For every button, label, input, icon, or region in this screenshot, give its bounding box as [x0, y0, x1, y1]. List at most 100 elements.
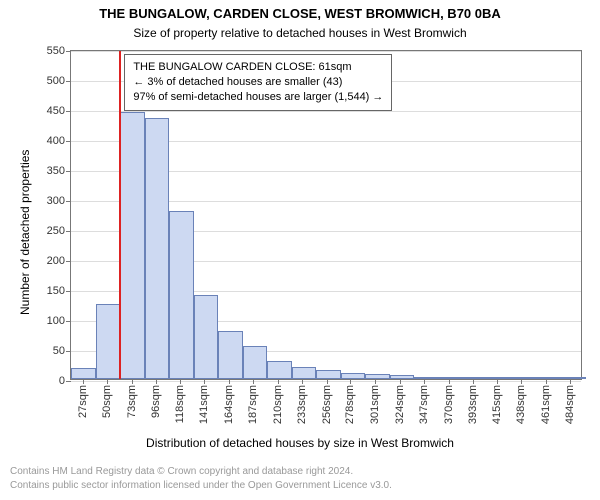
histogram-bar — [96, 304, 121, 379]
ytick-mark — [66, 141, 71, 142]
xtick-label: 27sqm — [77, 385, 89, 418]
xtick-mark — [497, 379, 498, 384]
y-axis-label: Number of detached properties — [18, 150, 32, 315]
xtick-label: 256sqm — [321, 385, 333, 424]
histogram-bar — [120, 112, 145, 379]
histogram-bar — [562, 377, 587, 379]
xtick-label: 324sqm — [394, 385, 406, 424]
ytick-mark — [66, 231, 71, 232]
marker-line — [119, 51, 121, 379]
ytick-mark — [66, 201, 71, 202]
gridline — [71, 381, 581, 382]
annotation-line: THE BUNGALOW CARDEN CLOSE: 61sqm — [133, 60, 383, 75]
histogram-bar — [292, 367, 317, 379]
chart-container: { "chart": { "type": "histogram", "title… — [0, 0, 600, 500]
histogram-bar — [537, 377, 562, 379]
plot-area: 05010015020025030035040045050055027sqm50… — [70, 50, 582, 380]
histogram-bar — [71, 368, 96, 379]
ytick-label: 0 — [59, 375, 65, 387]
xtick-mark — [83, 379, 84, 384]
histogram-bar — [169, 211, 194, 379]
histogram-bar — [439, 377, 464, 379]
histogram-bar — [218, 331, 243, 379]
xtick-mark — [546, 379, 547, 384]
xtick-mark — [204, 379, 205, 384]
ytick-mark — [66, 291, 71, 292]
annotation-line: ← 3% of detached houses are smaller (43) — [133, 75, 383, 90]
xtick-mark — [156, 379, 157, 384]
gridline — [71, 51, 581, 52]
xtick-mark — [132, 379, 133, 384]
xtick-label: 347sqm — [418, 385, 430, 424]
xtick-label: 141sqm — [198, 385, 210, 424]
ytick-mark — [66, 51, 71, 52]
xtick-label: 278sqm — [344, 385, 356, 424]
xtick-mark — [473, 379, 474, 384]
histogram-bar — [390, 375, 415, 379]
ytick-label: 100 — [47, 315, 65, 327]
xtick-label: 118sqm — [174, 385, 186, 423]
ytick-mark — [66, 111, 71, 112]
histogram-bar — [267, 361, 292, 379]
histogram-bar — [513, 377, 538, 379]
xtick-mark — [107, 379, 108, 384]
ytick-label: 500 — [47, 75, 65, 87]
xtick-mark — [350, 379, 351, 384]
ytick-mark — [66, 381, 71, 382]
xtick-label: 461sqm — [540, 385, 552, 424]
ytick-mark — [66, 321, 71, 322]
ytick-label: 50 — [53, 345, 65, 357]
annotation-box: THE BUNGALOW CARDEN CLOSE: 61sqm← 3% of … — [124, 54, 392, 111]
xtick-label: 187sqm — [247, 385, 259, 424]
xtick-mark — [400, 379, 401, 384]
xtick-label: 50sqm — [101, 385, 113, 418]
histogram-bar — [365, 374, 390, 379]
xtick-mark — [229, 379, 230, 384]
histogram-bar — [414, 377, 439, 379]
ytick-mark — [66, 171, 71, 172]
histogram-bar — [243, 346, 268, 379]
histogram-bar — [316, 370, 341, 379]
xtick-label: 370sqm — [443, 385, 455, 424]
annotation-line: 97% of semi-detached houses are larger (… — [133, 90, 383, 105]
ytick-label: 550 — [47, 45, 65, 57]
xtick-label: 415sqm — [491, 385, 503, 424]
chart-title: THE BUNGALOW, CARDEN CLOSE, WEST BROMWIC… — [0, 6, 600, 21]
xtick-mark — [302, 379, 303, 384]
xtick-label: 210sqm — [272, 385, 284, 424]
xtick-label: 393sqm — [467, 385, 479, 424]
xtick-label: 73sqm — [126, 385, 138, 418]
xtick-label: 301sqm — [369, 385, 381, 424]
xtick-label: 164sqm — [223, 385, 235, 424]
x-axis-label: Distribution of detached houses by size … — [0, 436, 600, 450]
ytick-label: 300 — [47, 195, 65, 207]
xtick-mark — [375, 379, 376, 384]
ytick-label: 250 — [47, 225, 65, 237]
xtick-mark — [570, 379, 571, 384]
histogram-bar — [145, 118, 170, 379]
xtick-label: 484sqm — [564, 385, 576, 424]
ytick-label: 200 — [47, 255, 65, 267]
ytick-label: 150 — [47, 285, 65, 297]
footer-line-2: Contains public sector information licen… — [10, 480, 392, 491]
ytick-label: 350 — [47, 165, 65, 177]
gridline — [71, 111, 581, 112]
xtick-mark — [327, 379, 328, 384]
xtick-mark — [449, 379, 450, 384]
histogram-bar — [488, 377, 513, 379]
xtick-mark — [253, 379, 254, 384]
ytick-label: 400 — [47, 135, 65, 147]
xtick-mark — [521, 379, 522, 384]
ytick-label: 450 — [47, 105, 65, 117]
ytick-mark — [66, 261, 71, 262]
xtick-mark — [180, 379, 181, 384]
histogram-bar — [194, 295, 219, 379]
xtick-label: 96sqm — [150, 385, 162, 418]
xtick-mark — [424, 379, 425, 384]
ytick-mark — [66, 81, 71, 82]
histogram-bar — [341, 373, 366, 379]
xtick-label: 233sqm — [296, 385, 308, 424]
xtick-mark — [278, 379, 279, 384]
footer-line-1: Contains HM Land Registry data © Crown c… — [10, 466, 353, 477]
xtick-label: 438sqm — [515, 385, 527, 424]
